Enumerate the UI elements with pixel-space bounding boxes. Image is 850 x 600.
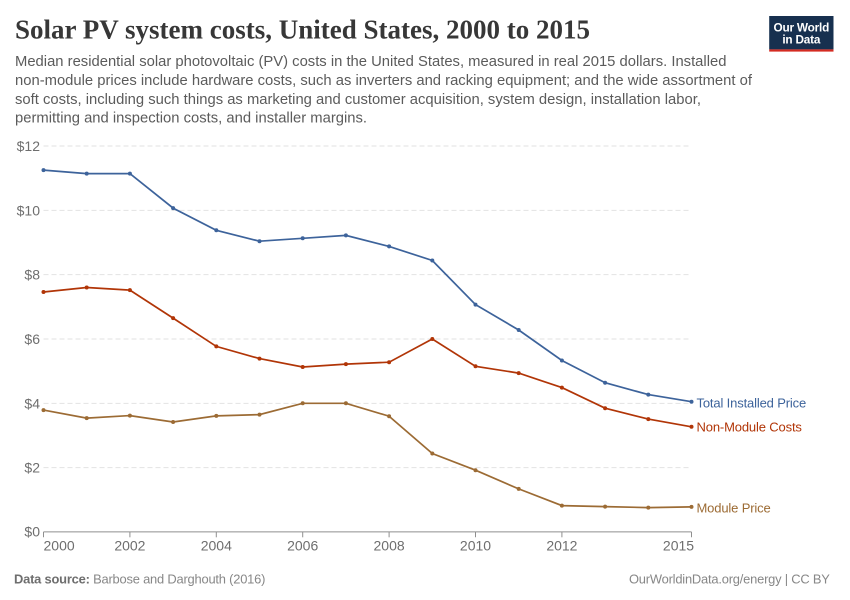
svg-text:soft costs, including such thi: soft costs, including such things as mar… <box>15 92 701 108</box>
svg-text:2015: 2015 <box>663 538 694 554</box>
svg-text:2006: 2006 <box>287 538 318 554</box>
svg-text:2002: 2002 <box>114 538 145 554</box>
svg-text:Module Price: Module Price <box>697 500 771 515</box>
svg-text:$10: $10 <box>17 202 41 218</box>
svg-text:Our World: Our World <box>773 20 829 34</box>
svg-text:in Data: in Data <box>782 32 821 46</box>
svg-text:$6: $6 <box>24 331 40 347</box>
svg-text:2012: 2012 <box>546 538 577 554</box>
svg-text:Median residential solar photo: Median residential solar photovoltaic (P… <box>15 54 726 70</box>
svg-text:$8: $8 <box>24 267 40 283</box>
svg-text:non-module prices include hard: non-module prices include hardware costs… <box>15 73 753 89</box>
svg-text:permitting and inspection cost: permitting and inspection costs, and ins… <box>15 111 367 127</box>
svg-text:OurWorldinData.org/energy | CC: OurWorldinData.org/energy | CC BY <box>629 572 830 587</box>
svg-text:$0: $0 <box>24 524 40 540</box>
svg-text:2008: 2008 <box>374 538 405 554</box>
svg-text:Data source: Barbose and Dargh: Data source: Barbose and Darghouth (2016… <box>14 572 265 587</box>
svg-text:Non-Module Costs: Non-Module Costs <box>697 420 803 435</box>
svg-text:$12: $12 <box>17 138 41 154</box>
svg-text:Solar PV system costs, United: Solar PV system costs, United States, 20… <box>15 14 590 44</box>
svg-text:$2: $2 <box>24 460 40 476</box>
svg-text:2010: 2010 <box>460 538 491 554</box>
svg-text:Total Installed Price: Total Installed Price <box>697 395 807 410</box>
svg-text:2000: 2000 <box>44 538 75 554</box>
svg-text:2004: 2004 <box>201 538 232 554</box>
svg-text:$4: $4 <box>24 395 40 411</box>
